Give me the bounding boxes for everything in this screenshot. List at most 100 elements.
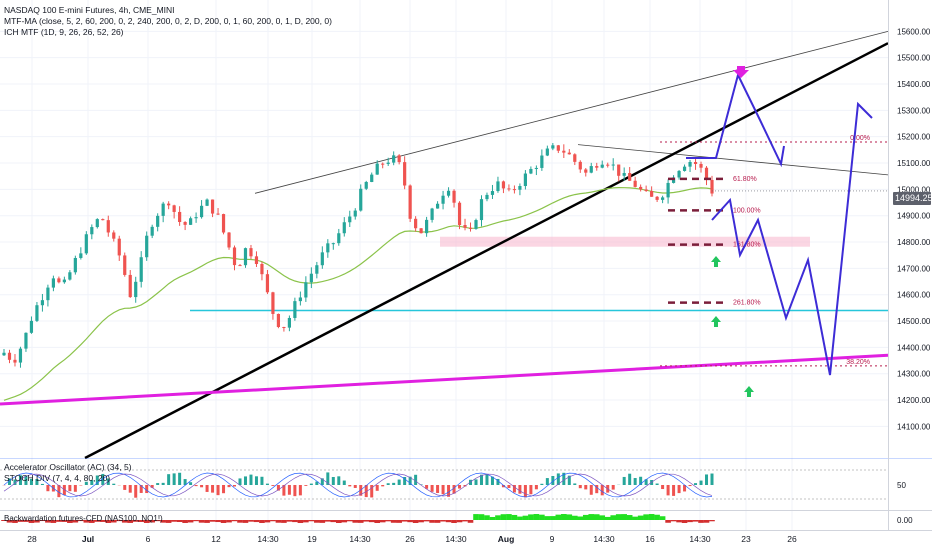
y-tick-label: 15600.00 [897,27,931,36]
candle-body [655,196,659,200]
futures-bar [325,520,331,522]
candle-body [534,167,538,169]
osc-bar [287,485,291,495]
futures-bar [226,520,232,523]
y-tick-label: 14900.00 [897,212,931,221]
legend-mtf-ma: MTF-MA (close, 5, 2, 60, 200, 0, 2, 240,… [4,16,332,26]
osc-bar [57,485,61,498]
osc-bar [68,485,72,492]
x-tick-label: 16 [645,534,655,544]
candle-body [414,218,418,229]
candle-body [342,222,346,234]
futures-bar [56,520,62,522]
osc-bar [227,485,231,488]
y-tick-label: 14600.00 [897,291,931,300]
candle-body [512,189,517,191]
osc-bar [40,483,44,485]
candle-body [425,219,429,234]
osc-bar [573,483,577,485]
osc-bar [18,475,22,485]
futures-bar [357,520,364,523]
stoch-d-line [3,473,713,497]
futures-bar [182,520,188,523]
osc-bar [441,485,445,495]
futures-bar [385,520,391,522]
futures-bar [127,520,134,523]
candle-body [496,181,500,192]
x-tick-label: 12 [211,534,221,544]
candle-body [29,320,34,333]
futures-bar [643,514,649,520]
candle-body [293,301,297,318]
candle-body [24,332,28,349]
osc-bar [73,485,77,492]
osc-bar [397,479,401,485]
futures-bar [599,515,606,520]
candle-body [666,182,670,198]
candle-body [545,148,549,156]
futures-bar [379,520,386,523]
candle-body [271,292,275,314]
futures-bar [231,520,238,522]
osc-bar [534,485,538,490]
osc-bar [408,476,412,485]
osc-bar [551,475,555,485]
futures-bar [511,514,518,520]
osc-bar [392,482,396,485]
candle-body [551,145,555,149]
osc-bar [447,485,451,497]
candle-body [490,191,495,195]
futures-bar [506,514,512,520]
osc-bar [7,478,11,485]
futures-bar [637,515,644,520]
futures-bar [687,520,693,523]
futures-bar [593,514,600,520]
osc-bar [282,485,286,496]
candle-body [183,221,187,225]
futures-bar [237,520,243,523]
futures-bar [198,520,205,523]
futures-bar [462,520,468,522]
futures-bar [588,514,595,520]
osc-bar [353,485,357,488]
candle-body [677,170,681,178]
legend-symbol: NASDAQ 100 E-mini Futures, 4h, CME_MINI [4,5,175,15]
osc-bar [578,485,582,489]
candle-body [156,215,160,227]
futures-bar [478,514,485,520]
buy-arrow-icon [711,316,721,327]
futures-bar [445,520,452,523]
futures-bar [703,520,710,523]
stoch-k-line [3,472,713,498]
candle-body [73,257,77,273]
y-tick-label: 14500.00 [897,317,931,326]
candle-body [276,313,281,327]
candle-body [375,163,379,175]
candle-body [364,181,368,189]
futures-bar [23,520,29,522]
futures-bar [659,516,666,520]
descending-line [577,144,889,176]
candle-body [265,274,270,293]
futures-bar [648,514,655,520]
candle-body [123,255,127,275]
futures-bar [401,520,408,522]
osc-bar [644,479,648,485]
candle-body [13,359,17,363]
candle-body [595,166,599,168]
upper-channel-line [254,30,889,194]
futures-bar [550,516,556,520]
osc-bar [370,485,374,498]
candle-body [150,226,154,236]
futures-bar [632,516,638,520]
osc-bar [13,479,17,485]
futures-bar [533,514,540,520]
futures-bar [253,520,260,523]
osc-bar [101,473,105,485]
osc-bar [194,485,198,487]
futures-bar [39,520,46,522]
futures-bar [330,520,337,523]
candle-body [249,248,253,257]
